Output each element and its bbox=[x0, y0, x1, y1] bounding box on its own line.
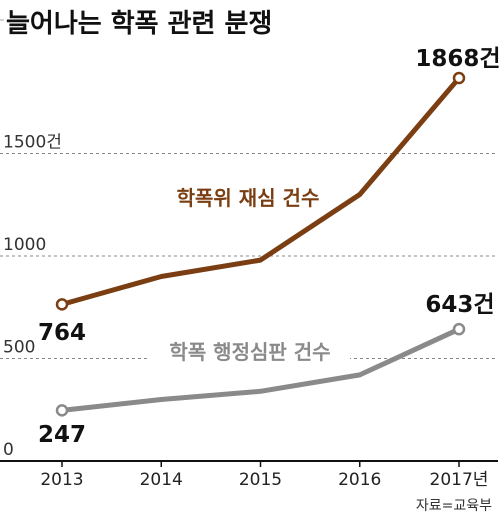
series-label-appeal-review: 학폭위 재심 건수 bbox=[177, 186, 320, 210]
x-tick-label: 2015 bbox=[239, 470, 282, 490]
data-point-marker bbox=[55, 404, 69, 417]
data-point-marker bbox=[55, 298, 69, 311]
source-note: 자료=교육부 bbox=[416, 498, 492, 514]
x-tick-label: 2013 bbox=[40, 470, 83, 490]
x-tick-label: 2017년 bbox=[430, 470, 489, 490]
series-label-admin-trial: 학폭 행정심판 건수 bbox=[169, 340, 330, 364]
data-label: 247 bbox=[38, 422, 86, 448]
x-tick-label: 2014 bbox=[140, 470, 183, 490]
chart-title: 늘어나는 학폭 관련 분쟁 bbox=[6, 9, 272, 39]
data-point-marker bbox=[452, 71, 466, 85]
series bbox=[55, 71, 466, 417]
data-label: 643건 bbox=[425, 292, 494, 318]
x-tick-label: 2016 bbox=[338, 470, 381, 490]
y-tick-label: 1000 bbox=[3, 235, 46, 255]
series-line-appeal-review bbox=[59, 75, 462, 307]
data-point-marker bbox=[452, 322, 466, 336]
y-tick-label: 500 bbox=[3, 338, 35, 358]
data-label: 1868건 bbox=[415, 46, 500, 72]
data-label: 764 bbox=[38, 320, 86, 346]
y-tick-label: 0 bbox=[3, 440, 14, 460]
y-tick-label: 1500건 bbox=[3, 133, 62, 153]
series-label-background bbox=[150, 338, 350, 364]
axes: 0 500 1000 1500건 2013 2014 2015 2016 2017년 bbox=[0, 133, 498, 490]
series-line-admin-trial bbox=[59, 326, 462, 413]
grid bbox=[0, 153, 498, 359]
